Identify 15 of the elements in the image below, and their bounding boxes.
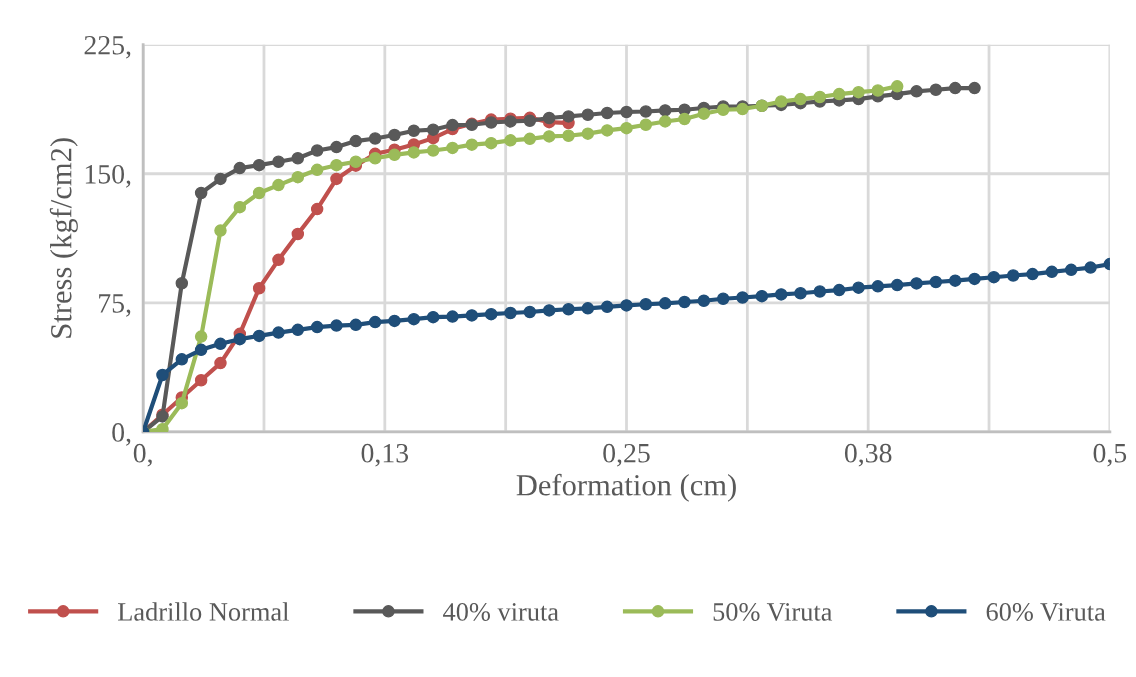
y-tick-label: 75, [99,294,131,317]
legend-label: 60% Viruta [986,603,1106,621]
x-tick-label: 0,13 [361,443,409,467]
x-axis-title: Deformation (cm) [516,473,736,502]
y-axis-title: Stress (kgf/cm2) [49,138,78,338]
y-tick-label: 225, [84,35,131,59]
x-tick-label: 0, [133,443,152,467]
x-tick-label: 0,38 [844,443,892,467]
y-tick-label: 0, [112,423,131,446]
legend-label: Ladrillo Normal [118,602,289,621]
x-tick-label: 0,5 [1093,443,1127,467]
x-tick-label: 0,25 [603,443,650,467]
legend-label: 40% viruta [443,603,559,621]
legend-label: 50% Viruta [713,603,833,621]
y-tick-label: 150, [85,164,131,188]
